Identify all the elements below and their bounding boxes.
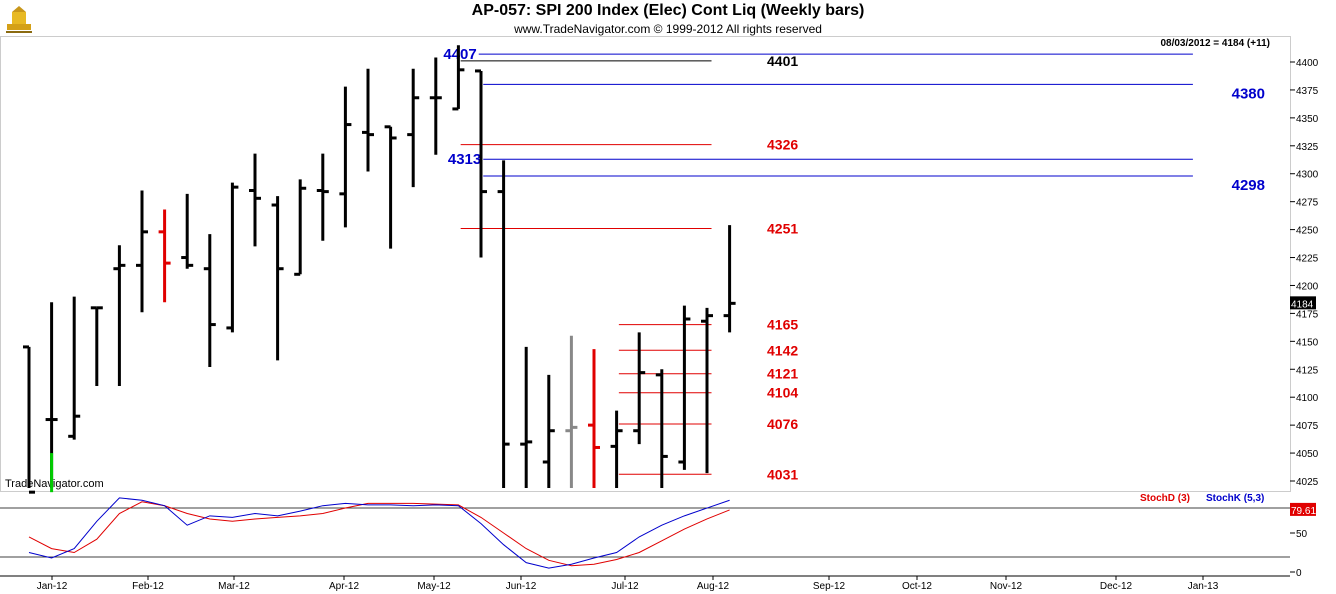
chart-title: AP-057: SPI 200 Index (Elec) Cont Liq (W…: [471, 2, 865, 19]
level-label: 4401: [767, 53, 798, 69]
level-label: 4165: [767, 317, 798, 333]
trade-navigator-logo-icon: [6, 6, 32, 33]
y-tick-label: 4300: [1296, 170, 1319, 181]
x-tick-label: Jan-13: [1188, 581, 1219, 592]
last-value-label: 08/03/2012 = 4184 (+11): [1160, 38, 1270, 49]
level-label: 4380: [1232, 85, 1265, 102]
stoch-k-line: [28, 497, 730, 569]
y-tick-label: 4025: [1296, 477, 1319, 488]
level-label: 4142: [767, 342, 798, 358]
level-label: 4121: [767, 366, 798, 382]
current-price-box: [1290, 296, 1316, 310]
level-label: 4031: [767, 466, 798, 482]
x-tick-label: Jan-12: [37, 581, 68, 592]
y-tick-label: 4350: [1296, 114, 1319, 125]
y-tick-label: 4400: [1296, 58, 1319, 69]
y-tick-label: 4100: [1296, 393, 1319, 404]
current-price-label: 4184: [1291, 299, 1314, 310]
level-label: 4326: [767, 137, 798, 153]
x-tick-label: May-12: [417, 581, 451, 592]
level-label: 4313: [448, 151, 481, 168]
chart-area: 08/03/2012 = 4184 (+11) TradeNavigator.c…: [0, 36, 1319, 592]
stochastic-panel: StochD (3) StochK (5,3) 0 50 79.61: [0, 493, 1316, 579]
price-bars: [23, 45, 736, 494]
time-axis: Jan-12 Feb-12 Mar-12 Apr-12 May-12 Jun-12 Jul-…: [0, 575, 1290, 592]
level-label: 4076: [767, 416, 798, 432]
stoch-value-box: [1290, 502, 1316, 516]
y-tick-label: 4325: [1296, 142, 1319, 153]
y-tick-label: 4150: [1296, 337, 1319, 348]
level-label: 4407: [443, 46, 476, 63]
stoch-k-legend: StochK (5,3): [1206, 493, 1264, 504]
y-tick-label: 4375: [1296, 86, 1319, 97]
x-tick-label: Mar-12: [218, 581, 250, 592]
y-tick-label: 4200: [1296, 281, 1319, 292]
x-tick-label: Jul-12: [611, 581, 639, 592]
watermark-text: TradeNavigator.com: [5, 478, 104, 490]
x-tick-label: Sep-12: [813, 581, 846, 592]
copyright-text: www.TradeNavigator.com © 1999-2012 All r…: [514, 22, 822, 36]
x-tick-label: Feb-12: [132, 581, 164, 592]
x-tick-label: Jun-12: [506, 581, 537, 592]
x-tick-label: Apr-12: [329, 581, 359, 592]
level-label: 4104: [767, 385, 798, 401]
y-tick-label: 4050: [1296, 449, 1319, 460]
y-tick-label: 4125: [1296, 365, 1319, 376]
x-tick-label: Oct-12: [902, 581, 932, 592]
stoch-value-label: 79.61: [1291, 506, 1316, 517]
price-axis: 4025 4050 4075 4100 4125 4150 4175 4200 4225 4250…: [1290, 58, 1319, 488]
y-tick-label: 4075: [1296, 421, 1319, 432]
x-tick-label: Dec-12: [1100, 581, 1133, 592]
y-tick-label: 4225: [1296, 254, 1319, 265]
stoch-d-line: [28, 501, 730, 567]
y-tick-label: 4250: [1296, 226, 1319, 237]
level-label: 4298: [1232, 177, 1265, 194]
stoch-tick-label: 50: [1296, 529, 1308, 540]
y-tick-label: 4175: [1296, 309, 1319, 320]
stoch-d-legend: StochD (3): [1140, 493, 1190, 504]
y-tick-label: 4275: [1296, 198, 1319, 209]
level-label: 4251: [767, 220, 798, 236]
stoch-tick-label: 0: [1296, 568, 1302, 579]
x-tick-label: Nov-12: [990, 581, 1023, 592]
price-levels: 4407 4401 4380 4326 4313 4298 4251 4165 4142 4121…: [443, 46, 1265, 482]
x-tick-label: Aug-12: [697, 581, 730, 592]
